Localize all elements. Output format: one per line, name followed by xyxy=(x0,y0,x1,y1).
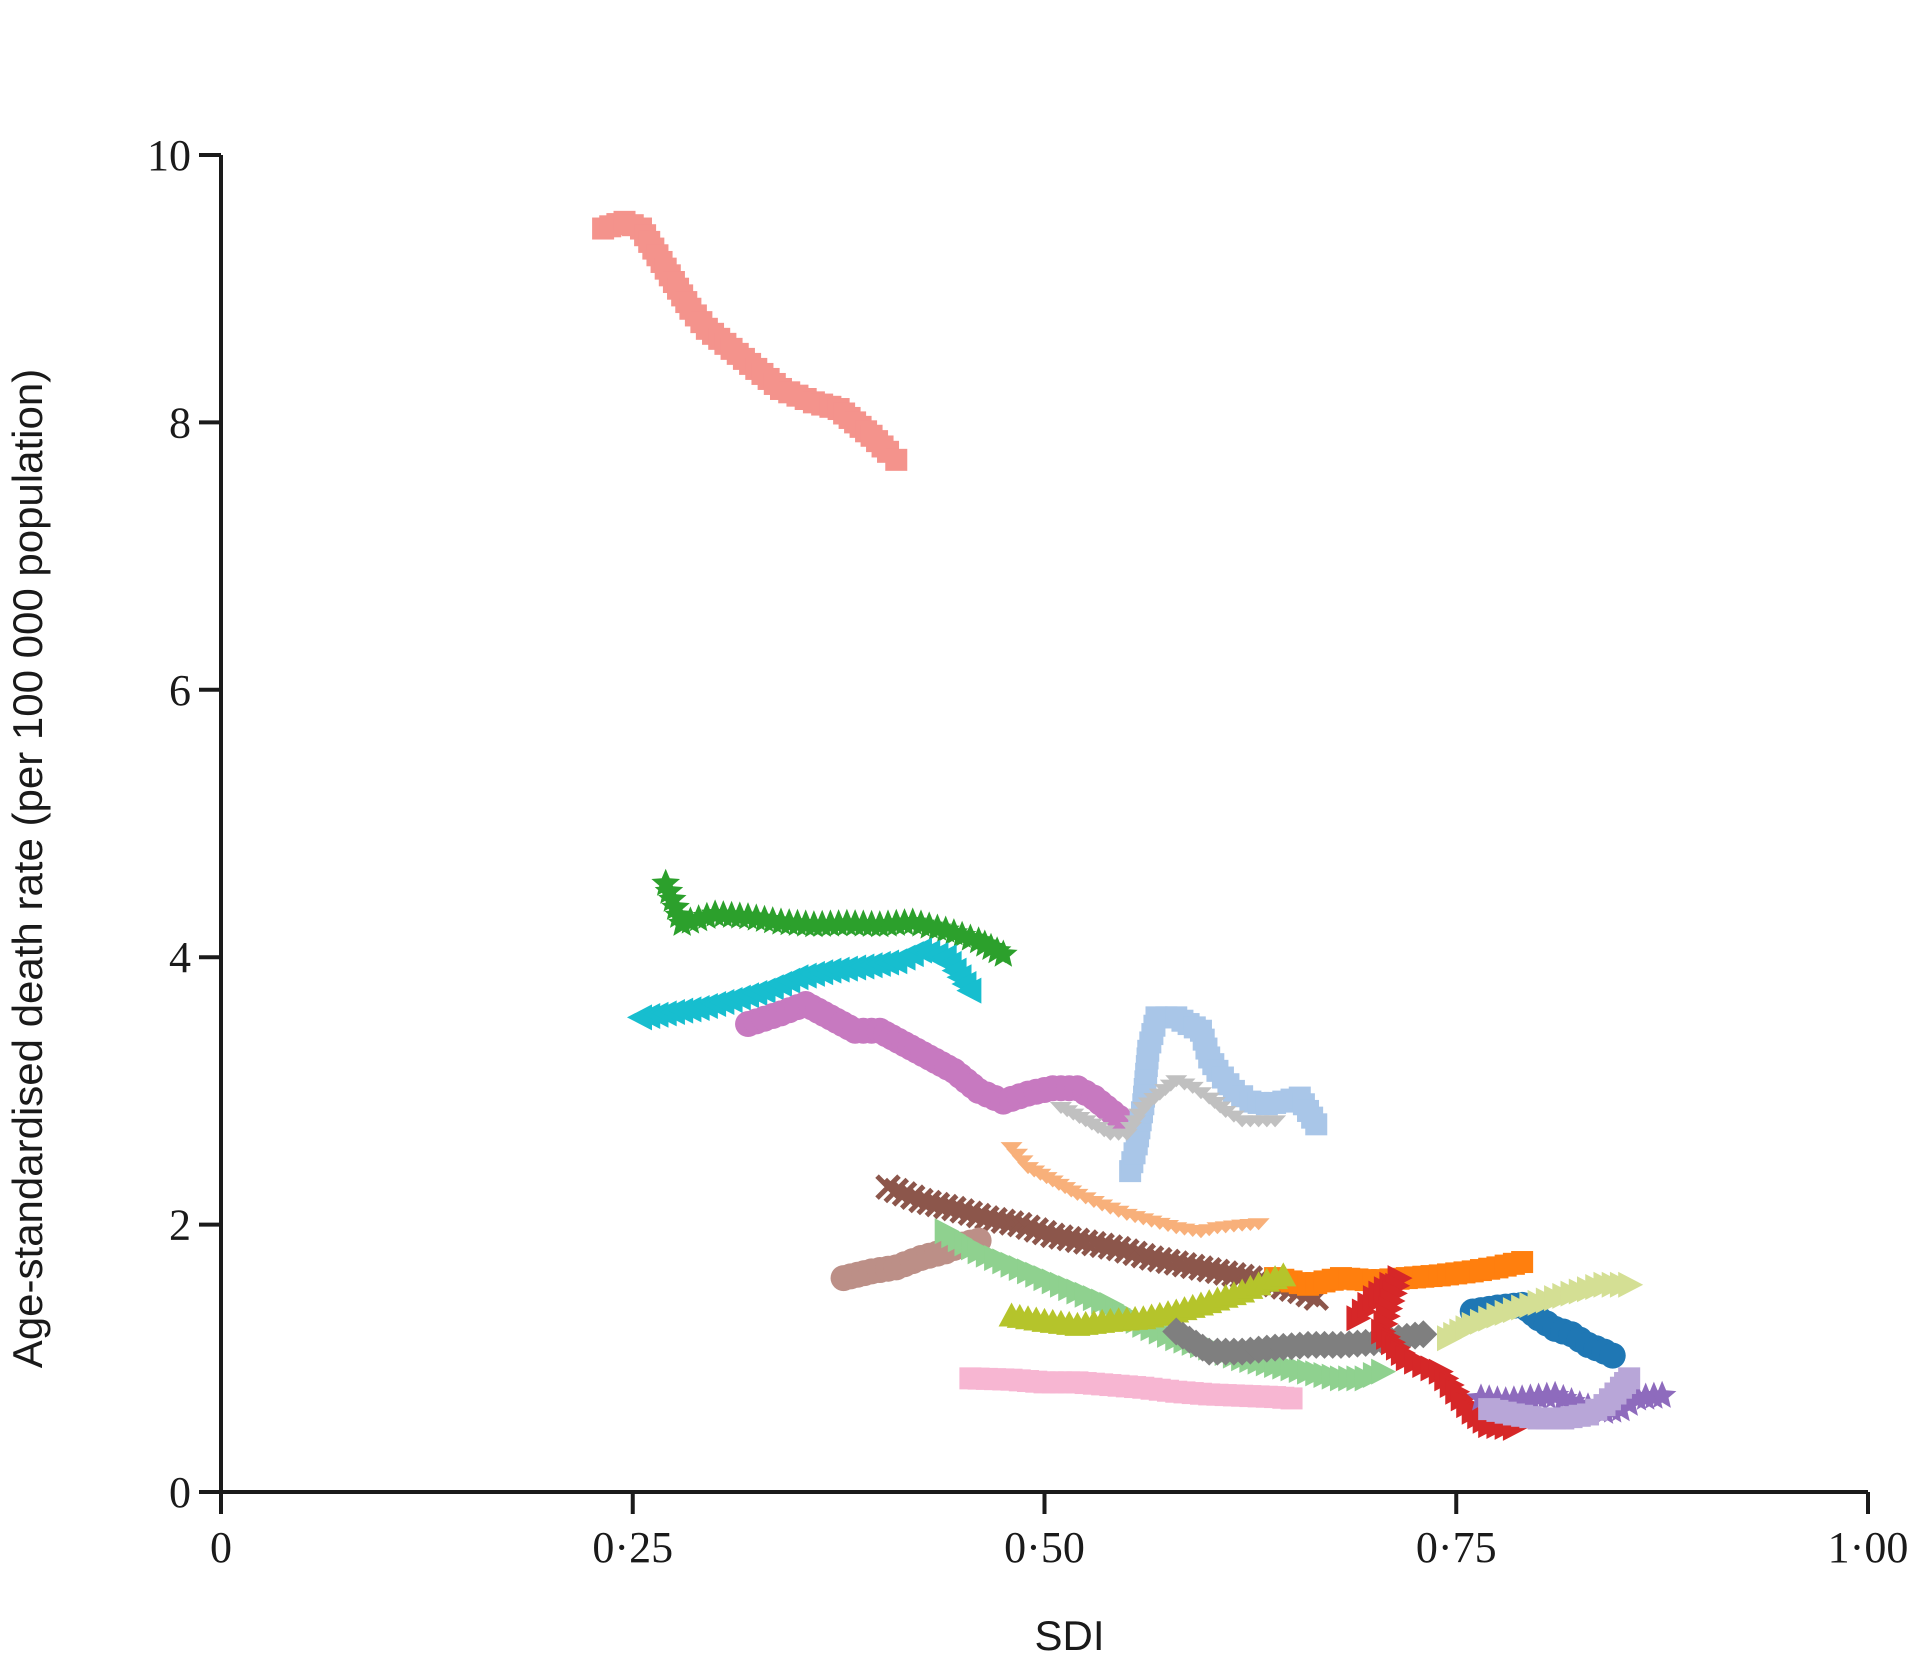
data-point xyxy=(1409,1320,1438,1349)
data-point xyxy=(667,908,697,936)
data-point xyxy=(989,939,1018,967)
series-13 xyxy=(1346,1265,1528,1441)
x-tick-label: 1·00 xyxy=(1828,1523,1909,1572)
series-5 xyxy=(1049,1075,1287,1141)
data-point xyxy=(1647,1380,1677,1408)
data-point xyxy=(1371,1358,1397,1385)
y-axis-title: Age-standardised death rate (per 100 000… xyxy=(4,369,51,1368)
data-point xyxy=(1007,1211,1033,1238)
data-point xyxy=(1264,1115,1287,1128)
trail-marker xyxy=(692,901,722,929)
series-6 xyxy=(1000,1142,1270,1239)
data-point xyxy=(1618,1271,1644,1298)
data-point xyxy=(1280,1387,1303,1410)
trail-marker xyxy=(676,906,705,934)
y-tick-label: 0 xyxy=(169,1468,191,1517)
data-point xyxy=(1618,1367,1641,1390)
x-tick-label: 0·25 xyxy=(592,1523,673,1572)
series-12 xyxy=(1162,1317,1438,1366)
x-tick-label: 0·75 xyxy=(1416,1523,1497,1572)
y-tick-label: 4 xyxy=(169,933,191,982)
data-point xyxy=(1247,1218,1270,1231)
series-11 xyxy=(998,1262,1297,1336)
trail-marker xyxy=(1015,1214,1041,1241)
series-16 xyxy=(1466,1380,1677,1424)
x-tick-label: 0·50 xyxy=(1004,1523,1085,1572)
series-18 xyxy=(959,1367,1303,1410)
series-4 xyxy=(1119,1006,1328,1183)
trail-marker xyxy=(684,904,713,932)
trail-marker xyxy=(1011,1155,1034,1168)
trail-marker xyxy=(1006,1148,1029,1161)
series-17 xyxy=(1478,1367,1641,1430)
series-3 xyxy=(735,990,1132,1131)
series-0 xyxy=(592,210,908,471)
y-tick-label: 6 xyxy=(169,666,191,715)
y-tick-label: 10 xyxy=(147,131,191,180)
trail-marker xyxy=(1614,1388,1644,1416)
trail-marker xyxy=(1023,1217,1050,1243)
data-point xyxy=(1599,1342,1626,1369)
y-axis-ticks: 0 2 4 6 8 10 xyxy=(147,131,221,1517)
data-point xyxy=(1270,1262,1297,1287)
series-1 xyxy=(651,868,1018,967)
y-tick-label: 8 xyxy=(169,398,191,447)
x-axis-ticks: 0 0·25 0·50 0·75 1·00 xyxy=(210,1492,1908,1572)
data-marks-layer xyxy=(592,210,1677,1441)
series-9 xyxy=(934,1218,1397,1392)
x-axis-title: SDI xyxy=(1034,1612,1104,1659)
x-tick-label: 0 xyxy=(210,1523,232,1572)
y-tick-label: 2 xyxy=(169,1201,191,1250)
series-2 xyxy=(626,937,982,1031)
data-point xyxy=(1305,1113,1328,1136)
data-point xyxy=(956,977,982,1004)
data-point xyxy=(1000,1142,1023,1155)
series-15 xyxy=(1437,1271,1644,1352)
data-point xyxy=(1511,1251,1534,1274)
data-point xyxy=(885,448,908,471)
